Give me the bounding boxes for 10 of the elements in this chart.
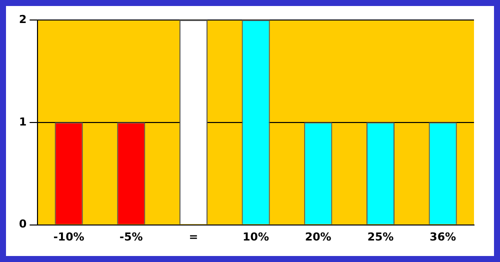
x-tick-label: -5% [120,230,143,244]
x-tick-label: 10% [242,230,269,244]
x-tick-label: 36% [430,230,456,244]
x-tick-label: 20% [304,230,332,244]
y-tick-label: 2 [19,12,27,26]
y-tick-label: 0 [19,218,27,231]
x-tick-label: 25% [367,230,394,244]
y-tick-label: 1 [19,115,27,128]
x-tick-label: -10% [53,230,84,244]
x-tick-label: = [188,230,198,244]
